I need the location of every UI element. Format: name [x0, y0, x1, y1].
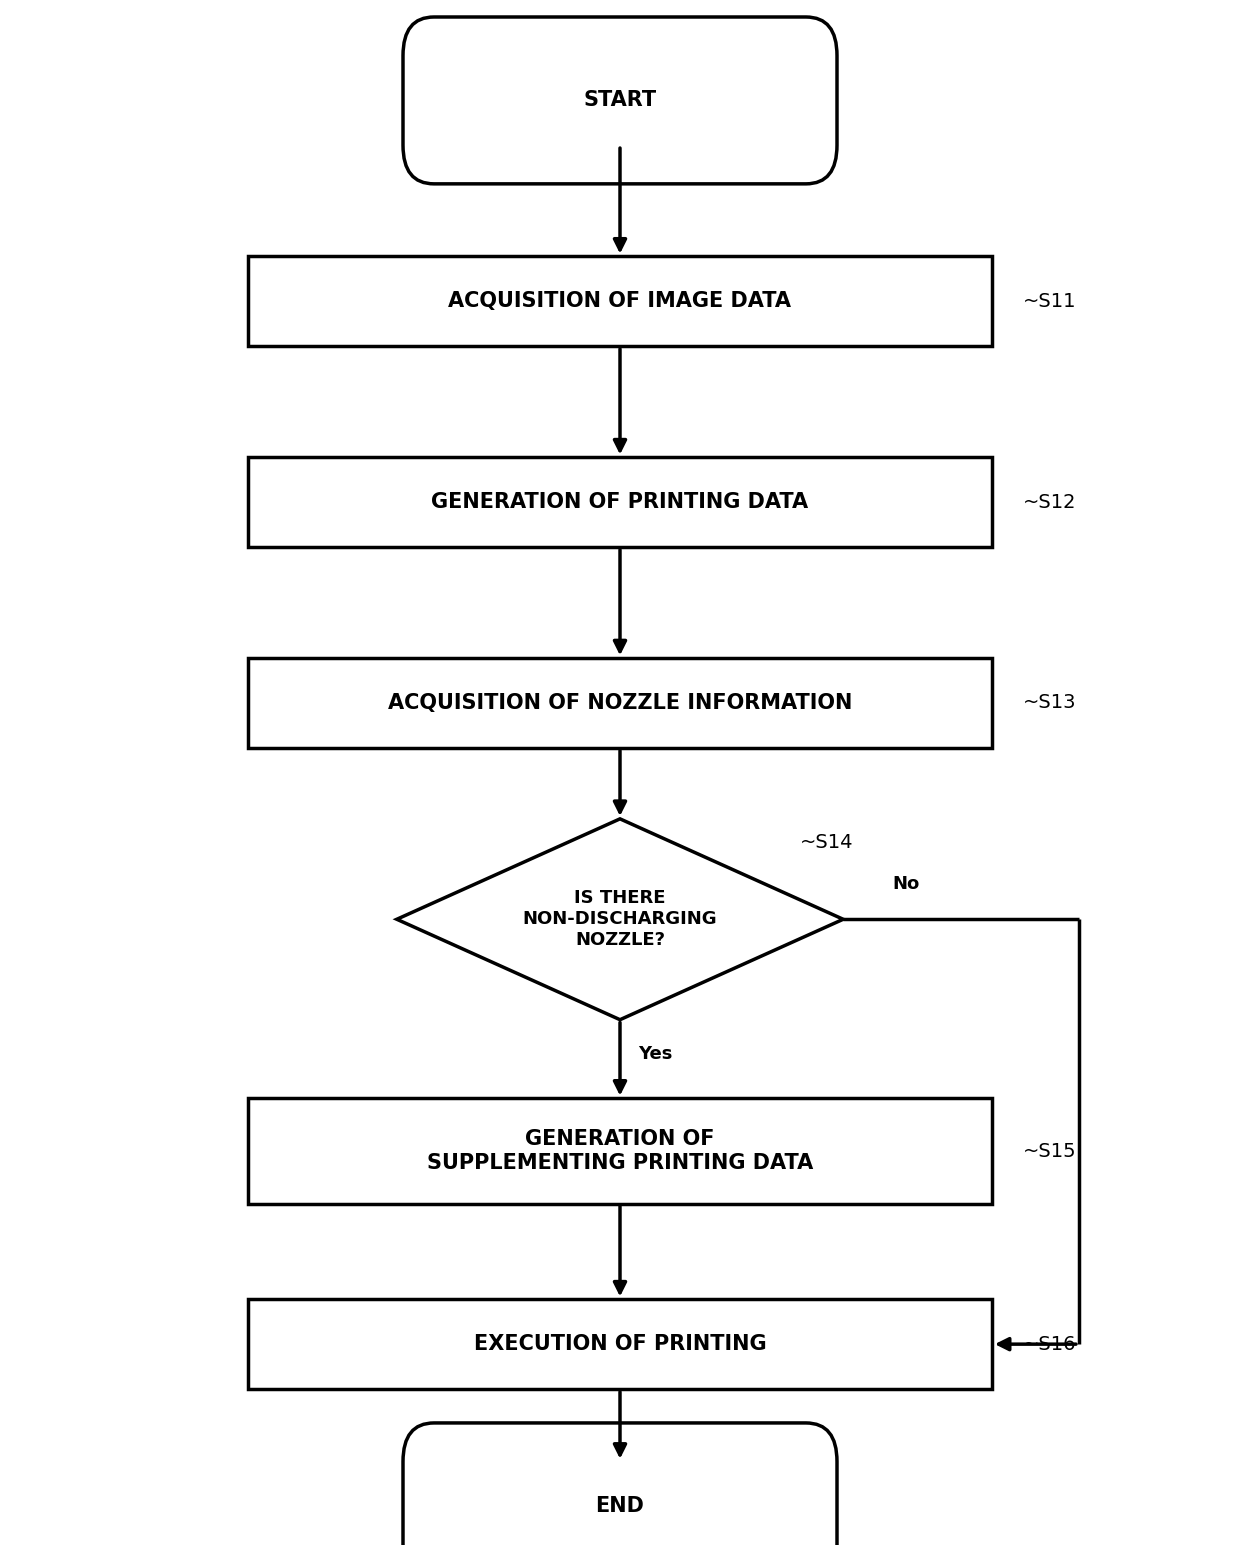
- FancyBboxPatch shape: [403, 1423, 837, 1545]
- Text: IS THERE
NON-DISCHARGING
NOZZLE?: IS THERE NON-DISCHARGING NOZZLE?: [523, 890, 717, 949]
- Bar: [248, 1098, 992, 1204]
- Text: END: END: [595, 1497, 645, 1516]
- Bar: [248, 256, 992, 346]
- Bar: [248, 1299, 992, 1389]
- Text: ~S14: ~S14: [800, 833, 853, 851]
- FancyBboxPatch shape: [403, 17, 837, 184]
- Text: EXECUTION OF PRINTING: EXECUTION OF PRINTING: [474, 1335, 766, 1353]
- Text: ~S11: ~S11: [1023, 292, 1076, 311]
- Text: ~S15: ~S15: [1023, 1142, 1076, 1160]
- Text: Yes: Yes: [639, 1044, 673, 1063]
- Text: No: No: [893, 874, 920, 893]
- Text: ~S12: ~S12: [1023, 493, 1076, 511]
- Text: START: START: [584, 91, 656, 110]
- Text: ~S16: ~S16: [1023, 1335, 1076, 1353]
- Text: ACQUISITION OF IMAGE DATA: ACQUISITION OF IMAGE DATA: [449, 292, 791, 311]
- Bar: [248, 457, 992, 547]
- Bar: [248, 658, 992, 748]
- Text: GENERATION OF PRINTING DATA: GENERATION OF PRINTING DATA: [432, 493, 808, 511]
- Text: ACQUISITION OF NOZZLE INFORMATION: ACQUISITION OF NOZZLE INFORMATION: [388, 694, 852, 712]
- Polygon shape: [397, 819, 843, 1020]
- Text: GENERATION OF
SUPPLEMENTING PRINTING DATA: GENERATION OF SUPPLEMENTING PRINTING DAT…: [427, 1129, 813, 1173]
- Text: ~S13: ~S13: [1023, 694, 1076, 712]
